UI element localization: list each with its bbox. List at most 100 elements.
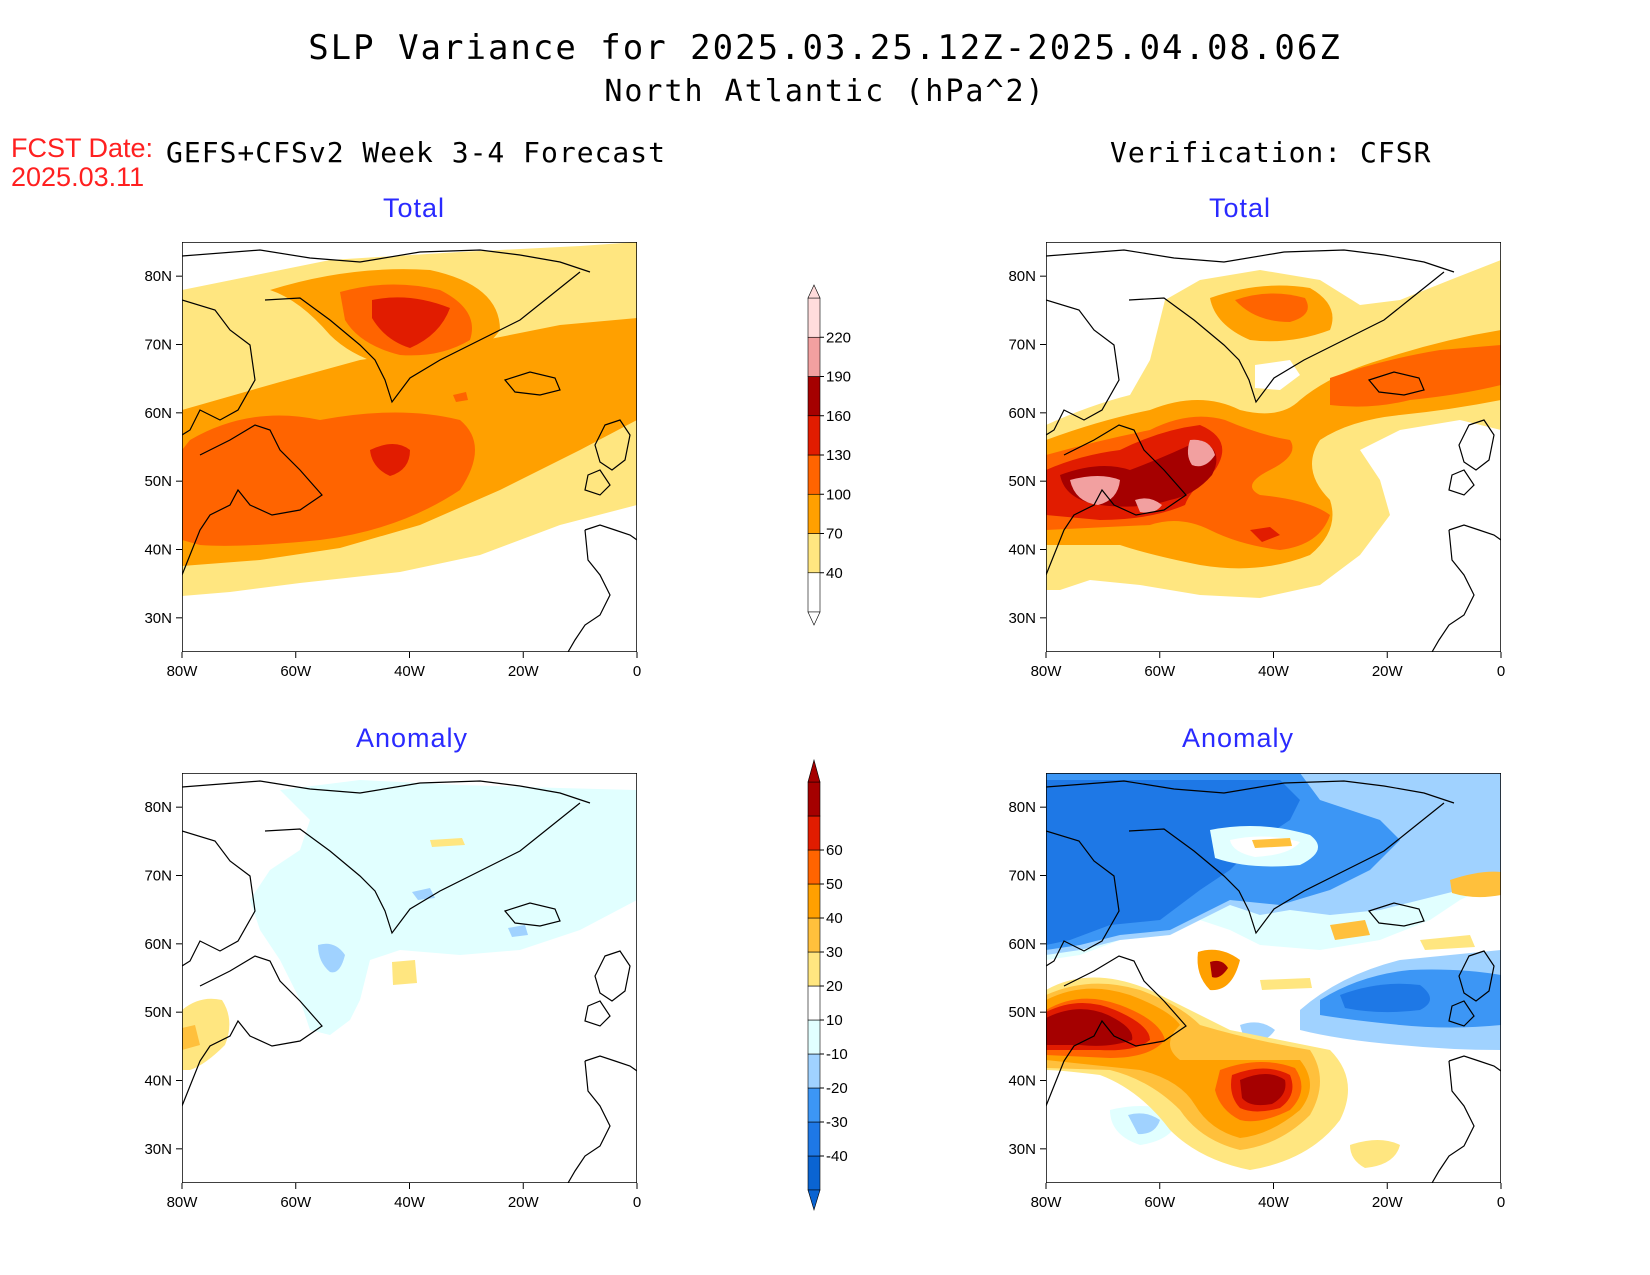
colorbar-label: 20 (826, 978, 843, 995)
colorbar-total: 40 70 100 130 160 190 220 (807, 284, 851, 626)
forecast-column-title: GEFS+CFSv2 Week 3-4 Forecast (166, 136, 667, 169)
lon-tick-label: 60W (1144, 663, 1176, 680)
contour-20-c (1330, 920, 1370, 940)
colorbar-label: -40 (826, 1148, 848, 1165)
lat-tick-label: 80N (1008, 799, 1036, 816)
colorbar-label: 220 (826, 329, 851, 346)
lat-tick-label: 60N (1008, 405, 1036, 422)
colorbar-anomaly: -40 -30 -20 -10 10 20 30 40 50 60 (807, 758, 848, 1212)
lat-tick-label: 50N (1008, 473, 1036, 490)
colorbar-swatch (807, 1087, 821, 1123)
colorbar-swatch (807, 454, 821, 495)
colorbar-swatch (807, 415, 821, 456)
contour-190-b (1187, 439, 1215, 467)
coastlines (182, 249, 637, 652)
verification-total-map (1046, 242, 1501, 652)
colorbar-tip-top (807, 758, 821, 783)
colorbar-label: 160 (826, 408, 851, 425)
colorbar-swatch (807, 815, 821, 851)
lat-tick-label: 60N (144, 936, 172, 953)
colorbar-label: 40 (826, 565, 843, 582)
contour-neg40-north (1046, 780, 1300, 945)
contour-20-greenland (1252, 838, 1292, 848)
colorbar-swatch (807, 985, 821, 1021)
lon-tick-label: 40W (1258, 1194, 1290, 1211)
lat-tick-label: 80N (144, 268, 172, 285)
contour-10-b (1260, 978, 1312, 990)
lat-tick-label: 70N (144, 337, 172, 354)
coastlines (182, 780, 637, 1183)
colorbar-swatch (807, 533, 821, 574)
lat-tick-label: 30N (144, 610, 172, 627)
axes-layer: 80W 60W 40W 20W 0 80N 70N 60N 50N 40N 30N 80W 60W 40W… (144, 268, 1505, 1211)
contour-60-main (1046, 1009, 1286, 1106)
colorbar-swatch (807, 951, 821, 987)
lon-tick-label: 0 (1497, 1194, 1505, 1211)
lon-tick-label: 0 (633, 1194, 641, 1211)
contour-10-se (1350, 1140, 1400, 1168)
colorbar-label: 60 (826, 842, 843, 859)
colorbar-tip-bottom (807, 611, 821, 626)
colorbar-tip-top (807, 284, 821, 299)
colorbar-swatch (807, 1155, 821, 1191)
colorbar-label: 190 (826, 369, 851, 386)
lon-tick-label: 0 (633, 663, 641, 680)
page-subtitle: North Atlantic (hPa^2) (604, 74, 1046, 109)
contour-10-c (182, 998, 230, 1070)
page-title: SLP Variance for 2025.03.25.12Z-2025.04.… (308, 28, 1342, 68)
lat-tick-label: 40N (1008, 542, 1036, 559)
lon-tick-label: 40W (1258, 663, 1290, 680)
lat-tick-label: 30N (1008, 610, 1036, 627)
colorbar-swatch (807, 917, 821, 953)
contour-10-b (430, 838, 465, 847)
contour-100-east (1330, 345, 1501, 407)
contour-neg20-a (318, 943, 345, 973)
lon-tick-label: 20W (1372, 663, 1404, 680)
lon-tick-label: 20W (508, 663, 540, 680)
contour-130-b (370, 444, 410, 476)
lon-tick-label: 20W (1372, 1194, 1404, 1211)
colorbar-swatch (807, 849, 821, 885)
forecast-anomaly-title: Anomaly (356, 723, 469, 753)
contour-100-greenland (1235, 293, 1308, 322)
contour-10-east (1420, 935, 1475, 950)
lat-tick-label: 80N (144, 799, 172, 816)
forecast-anomaly-map (182, 773, 637, 1183)
lat-tick-label: 40N (144, 1073, 172, 1090)
fcst-date-value: 2025.03.11 (11, 162, 145, 192)
lon-tick-label: 80W (167, 663, 199, 680)
colorbar-label: -20 (826, 1080, 848, 1097)
verification-anomaly-map (1046, 773, 1501, 1183)
colorbar-swatch (807, 1121, 821, 1157)
contour-20-east (1450, 871, 1501, 898)
lon-tick-label: 40W (394, 663, 426, 680)
contour-10-a (392, 960, 417, 985)
lat-tick-label: 70N (1008, 868, 1036, 885)
lat-tick-label: 70N (1008, 337, 1036, 354)
contour-20 (182, 1025, 200, 1050)
colorbar-label: 10 (826, 1012, 843, 1029)
verification-column-title: Verification: CFSR (1110, 136, 1432, 169)
colorbar-swatch (807, 1053, 821, 1089)
coastlines (1046, 249, 1501, 652)
coastlines (1046, 780, 1501, 1183)
colorbar-label: 100 (826, 486, 851, 503)
contour-190-c (1135, 498, 1162, 513)
contour-neg20-c (508, 925, 528, 937)
colorbar-swatch (807, 297, 821, 338)
lon-tick-label: 80W (1031, 1194, 1063, 1211)
colorbar-swatch (807, 781, 821, 817)
lon-tick-label: 60W (1144, 1194, 1176, 1211)
contour-neg30-sw (1128, 1113, 1160, 1135)
contour-40-hole (1255, 360, 1300, 390)
colorbar-swatch (807, 1019, 821, 1055)
lat-tick-label: 40N (1008, 1073, 1036, 1090)
lat-tick-label: 30N (1008, 1141, 1036, 1158)
lon-tick-label: 80W (167, 1194, 199, 1211)
colorbar-swatch (807, 883, 821, 919)
colorbar-label: -10 (826, 1046, 848, 1063)
lat-tick-label: 50N (1008, 1004, 1036, 1021)
colorbar-label: 30 (826, 944, 843, 961)
lon-tick-label: 20W (508, 1194, 540, 1211)
